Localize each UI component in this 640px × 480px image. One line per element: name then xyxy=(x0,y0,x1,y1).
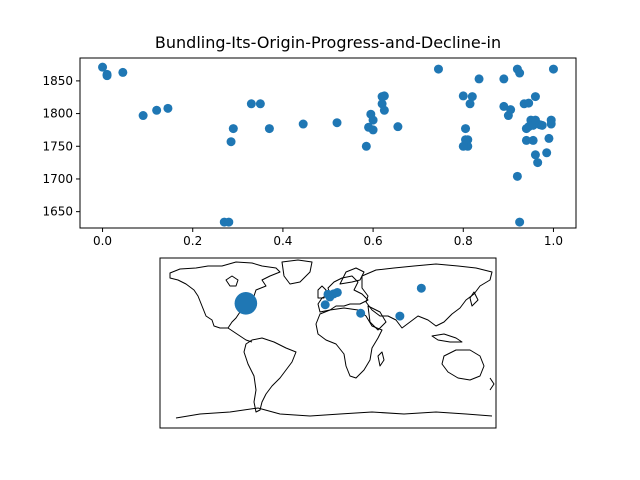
data-point xyxy=(546,119,556,129)
data-point xyxy=(298,119,308,129)
data-point xyxy=(499,101,509,111)
data-point xyxy=(138,111,148,121)
data-point xyxy=(515,217,525,227)
data-point xyxy=(368,115,378,125)
coastline-arabia xyxy=(367,305,387,331)
data-point xyxy=(332,118,342,128)
map-bubble xyxy=(395,311,405,321)
data-point xyxy=(461,135,471,145)
coastline-asia xyxy=(361,263,493,329)
coastline-central-america xyxy=(227,327,253,343)
coastline-indonesia xyxy=(431,333,463,343)
scatter-plot: 0.0 0.2 0.4 0.6 0.8 1.0 1650 1700 1750 1800 1850 xyxy=(42,57,577,248)
data-point xyxy=(379,91,389,101)
coastline-greenland xyxy=(281,259,313,285)
y-tick-label: 1750 xyxy=(42,139,73,153)
data-point xyxy=(224,217,234,227)
plot-frame xyxy=(79,57,577,229)
x-tick-label: 0.4 xyxy=(273,234,292,248)
coastline-hudson xyxy=(225,275,239,287)
chart-title: Bundling-Its-Origin-Progress-and-Decline… xyxy=(154,33,502,52)
coastline-south-america xyxy=(243,337,297,413)
y-tick-label: 1850 xyxy=(42,74,73,88)
data-point xyxy=(393,122,403,132)
data-point xyxy=(499,74,509,84)
data-point xyxy=(228,124,238,134)
data-point xyxy=(264,124,274,134)
data-point xyxy=(506,105,516,115)
data-point xyxy=(361,141,371,151)
coastline-new-zealand xyxy=(489,377,495,391)
data-point xyxy=(152,105,162,115)
data-point xyxy=(467,92,477,102)
coastline-scandinavia xyxy=(339,267,365,285)
map-frame xyxy=(159,257,497,429)
data-point xyxy=(521,135,531,145)
world-map xyxy=(159,257,497,429)
data-point xyxy=(524,98,534,108)
data-point xyxy=(226,137,236,147)
map-bubble xyxy=(332,287,342,297)
data-point xyxy=(542,148,552,158)
data-points xyxy=(98,62,558,227)
data-point xyxy=(537,120,547,130)
data-point xyxy=(512,171,522,181)
data-point xyxy=(458,91,468,101)
data-point xyxy=(465,99,475,109)
x-tick-label: 0.2 xyxy=(183,234,202,248)
x-tick-label: 0.6 xyxy=(364,234,383,248)
data-point xyxy=(118,67,128,77)
data-point xyxy=(368,125,378,135)
data-point xyxy=(533,158,543,168)
y-tick-label: 1650 xyxy=(42,205,73,219)
x-tick-label: 1.0 xyxy=(544,234,563,248)
y-tick-label: 1800 xyxy=(42,107,73,121)
coastline-australia xyxy=(441,349,485,381)
data-point xyxy=(246,99,256,109)
data-point xyxy=(515,68,525,78)
data-point xyxy=(530,92,540,102)
data-point xyxy=(255,99,265,109)
data-point xyxy=(474,74,484,84)
coastline-japan xyxy=(469,291,479,307)
data-point xyxy=(98,62,108,72)
x-tick-label: 0.0 xyxy=(93,234,112,248)
coastline-antarctica xyxy=(175,407,493,419)
data-point xyxy=(530,150,540,160)
map-bubble xyxy=(356,308,366,318)
map-bubbles xyxy=(234,283,426,321)
data-point xyxy=(379,105,389,115)
data-point xyxy=(163,103,173,113)
map-bubble xyxy=(416,283,426,293)
data-point xyxy=(433,64,443,74)
data-point xyxy=(548,64,558,74)
y-tick-label: 1700 xyxy=(42,172,73,186)
data-point xyxy=(544,133,554,143)
map-bubble xyxy=(234,292,258,315)
data-point xyxy=(461,124,471,134)
axis-ticks: 0.0 0.2 0.4 0.6 0.8 1.0 1650 1700 1750 1800 1850 xyxy=(42,74,563,248)
data-point xyxy=(528,135,538,145)
map-bubble xyxy=(320,300,330,310)
x-tick-label: 0.8 xyxy=(454,234,473,248)
data-point xyxy=(102,71,112,81)
coastline-madagascar xyxy=(377,351,385,367)
